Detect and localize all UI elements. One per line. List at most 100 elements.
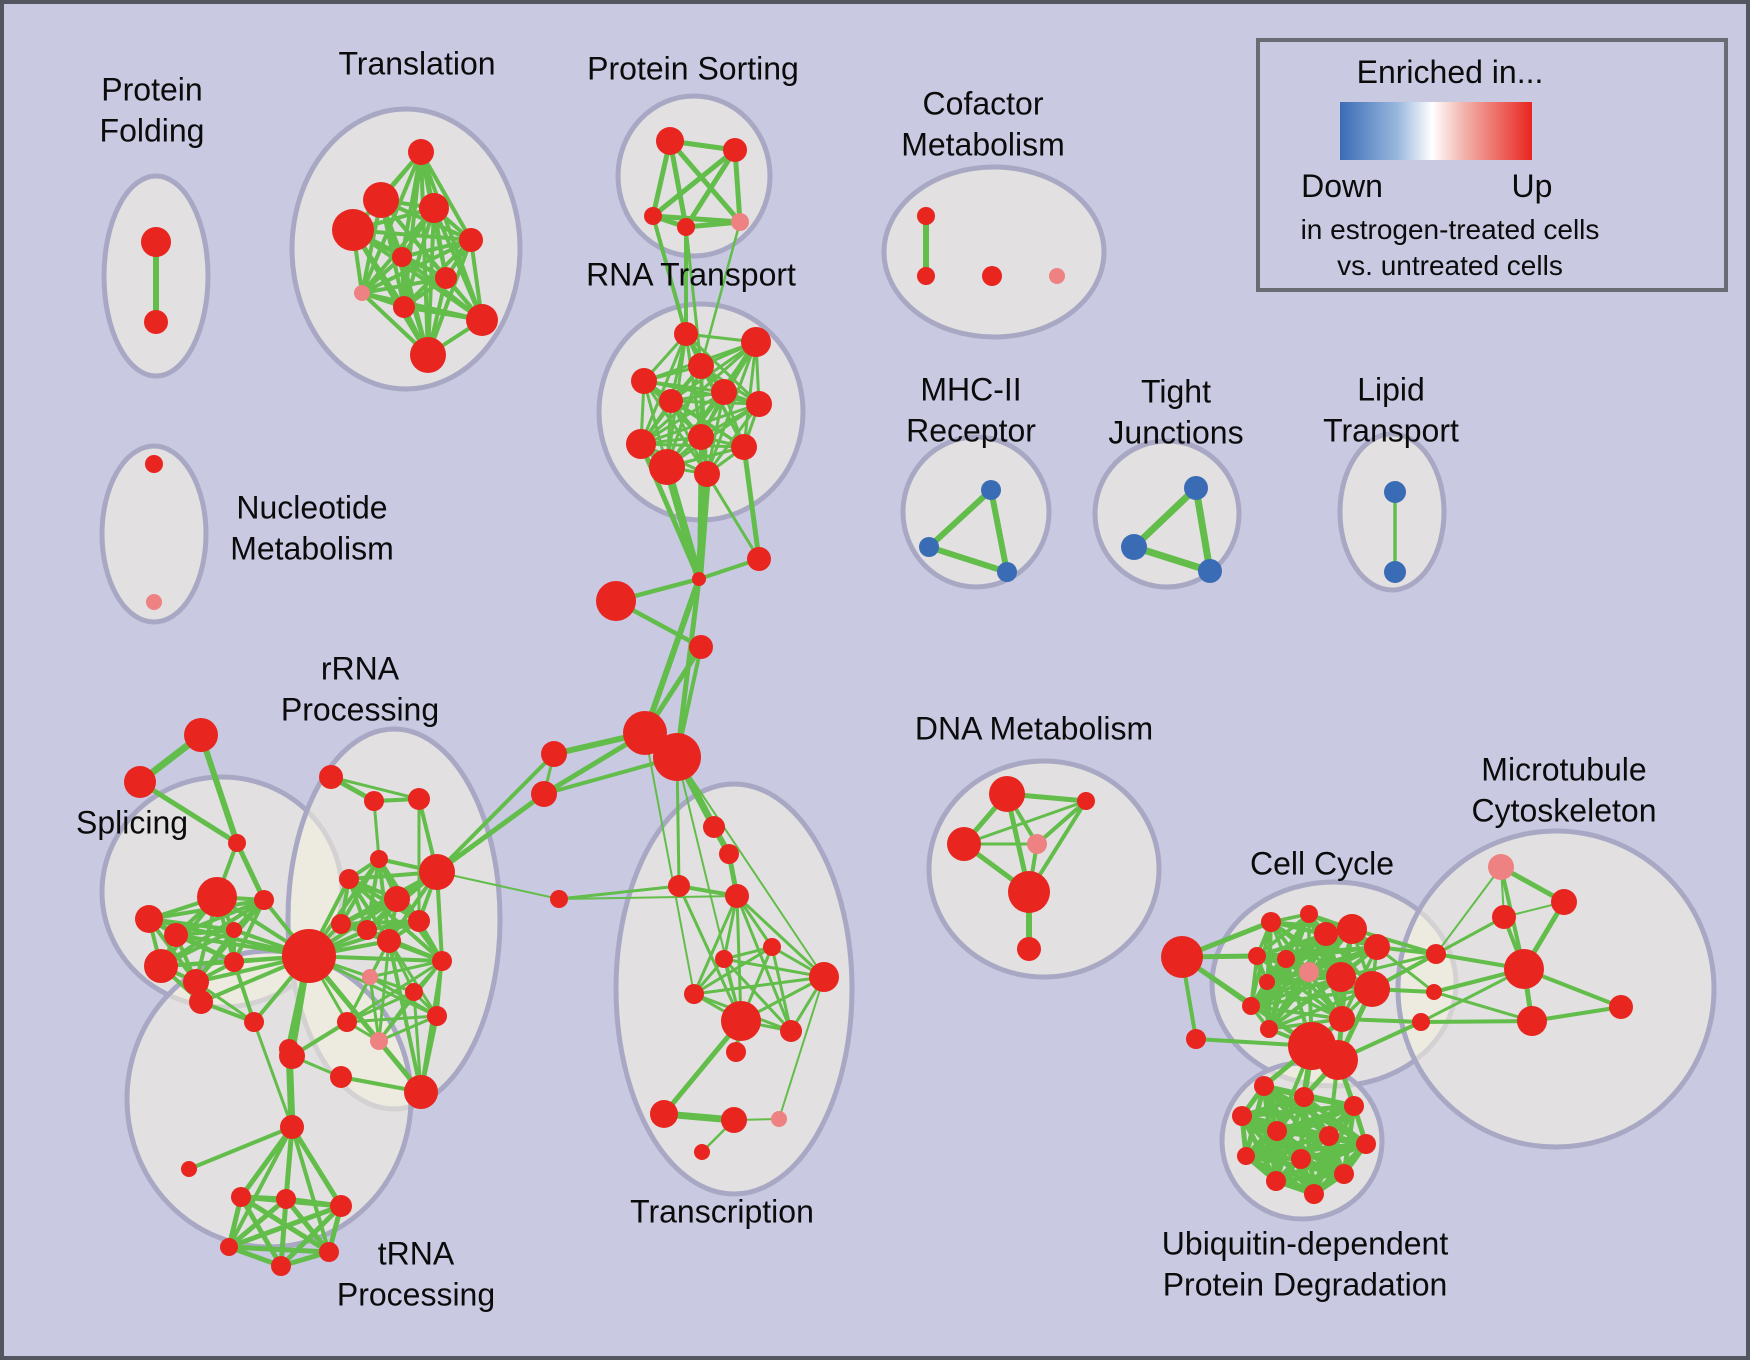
- enrichment-edge: [1273, 1171, 1347, 1184]
- enrichment-edge: [137, 779, 240, 846]
- gene-set-node: [354, 285, 370, 301]
- enrichment-edge: [639, 402, 761, 446]
- enrichment-edge: [722, 957, 793, 1033]
- gene-set-node: [224, 952, 244, 972]
- gene-set-node: [141, 227, 171, 257]
- gene-set-node: [677, 218, 695, 236]
- gene-set-node: [809, 962, 839, 992]
- enrichment-edge: [238, 1124, 295, 1200]
- gene-set-node: [432, 951, 452, 971]
- gene-set-node: [1318, 1040, 1358, 1080]
- gene-set-node: [626, 429, 656, 459]
- gene-set-node: [271, 1256, 291, 1276]
- enrichment-edge: [722, 957, 826, 979]
- gene-set-node: [1319, 1126, 1339, 1146]
- gene-set-node: [405, 983, 423, 1001]
- gene-set-node: [384, 886, 410, 912]
- enrichment-edge: [290, 1125, 331, 1254]
- gene-set-node: [144, 310, 168, 334]
- gene-set-node: [688, 353, 714, 379]
- enrichment-edge: [174, 898, 266, 937]
- gene-set-node: [1492, 905, 1516, 929]
- gene-set-node: [164, 923, 188, 947]
- gene-set-node: [1260, 1020, 1278, 1038]
- gene-set-node: [377, 929, 401, 953]
- enrichment-edge: [644, 732, 695, 995]
- enrichment-edge: [732, 147, 743, 225]
- gene-set-node: [731, 434, 757, 460]
- enrichment-edge: [426, 238, 473, 357]
- gene-set-node: [1412, 1013, 1430, 1031]
- gene-set-node: [1008, 871, 1050, 913]
- enrichment-edge: [557, 884, 681, 901]
- enrichment-edge: [1273, 1141, 1369, 1184]
- enrichment-edge: [1530, 1005, 1623, 1023]
- gene-set-node: [1277, 950, 1295, 968]
- gene-set-node: [466, 304, 498, 336]
- gene-set-node: [357, 920, 377, 940]
- gene-set-node: [392, 247, 412, 267]
- gene-set-node: [596, 581, 636, 621]
- gene-set-node: [631, 368, 657, 394]
- enrichment-edge: [1432, 990, 1534, 1023]
- enrichment-edge: [198, 732, 240, 846]
- enrichment-edge: [661, 1018, 744, 1117]
- gene-set-node: [1326, 962, 1356, 992]
- cluster-label-nucleotide-metabolism: Metabolism: [230, 530, 394, 566]
- gene-set-node: [917, 207, 935, 225]
- enrichment-edge: [1284, 945, 1379, 961]
- cluster-label-tight-junctions: Junctions: [1108, 414, 1243, 450]
- enrichment-edge: [432, 206, 484, 322]
- gene-set-node: [981, 480, 1001, 500]
- gene-set-node: [435, 267, 457, 289]
- gene-set-node: [649, 449, 685, 485]
- gene-set-node: [674, 322, 698, 346]
- gene-set-node: [1232, 1106, 1252, 1126]
- enrichment-edge: [226, 1196, 289, 1250]
- gene-set-node: [1504, 949, 1544, 989]
- gene-set-node: [393, 296, 415, 318]
- enrichment-edge: [962, 799, 1088, 846]
- cluster-label-tight-junctions: Tight: [1141, 373, 1211, 409]
- gene-set-node: [723, 138, 747, 162]
- gene-set-node: [183, 969, 209, 995]
- gene-set-node: [220, 1238, 238, 1256]
- gene-set-node: [780, 1020, 802, 1042]
- gene-set-node: [653, 733, 701, 781]
- gene-set-node: [1517, 1006, 1547, 1036]
- cluster-label-protein-sorting: Protein Sorting: [587, 50, 799, 86]
- gene-set-node: [197, 877, 237, 917]
- gene-set-node: [181, 1161, 197, 1177]
- gene-set-node: [771, 1111, 787, 1127]
- enrichment-edge: [692, 894, 739, 996]
- cluster-label-rrna-processing: rRNA: [321, 650, 400, 686]
- gene-set-node: [370, 1032, 388, 1050]
- gene-set-node: [231, 1187, 251, 1207]
- gene-set-node: [337, 1012, 357, 1032]
- gene-set-node: [721, 1107, 747, 1133]
- gene-set-node: [362, 969, 378, 985]
- gene-set-node: [410, 337, 446, 373]
- gene-set-node: [280, 1115, 304, 1139]
- enrichment-edge: [1255, 912, 1311, 958]
- cluster-label-lipid-transport: Transport: [1323, 412, 1459, 448]
- gene-set-node: [124, 766, 156, 798]
- cluster-label-microtubule-cytoskeleton: Cytoskeleton: [1472, 792, 1657, 828]
- gene-set-node: [319, 1242, 339, 1262]
- gene-set-node: [659, 389, 683, 413]
- enrichment-edge: [283, 1196, 332, 1255]
- enrichment-edge: [360, 150, 423, 295]
- gene-set-node: [1299, 962, 1319, 982]
- enrichment-edge: [232, 960, 256, 1024]
- enrichment-edge: [705, 402, 761, 476]
- legend-title: Enriched in...: [1356, 54, 1544, 90]
- enrichment-edge: [650, 147, 738, 219]
- gene-set-node: [189, 990, 213, 1014]
- gene-set-node: [459, 228, 483, 252]
- gene-set-node: [1356, 1134, 1376, 1154]
- gene-set-node: [1259, 974, 1275, 990]
- gene-set-node: [644, 207, 662, 225]
- gene-set-node: [1384, 481, 1406, 503]
- enrichment-edge: [1435, 866, 1502, 955]
- enrichment-edge: [988, 487, 1010, 575]
